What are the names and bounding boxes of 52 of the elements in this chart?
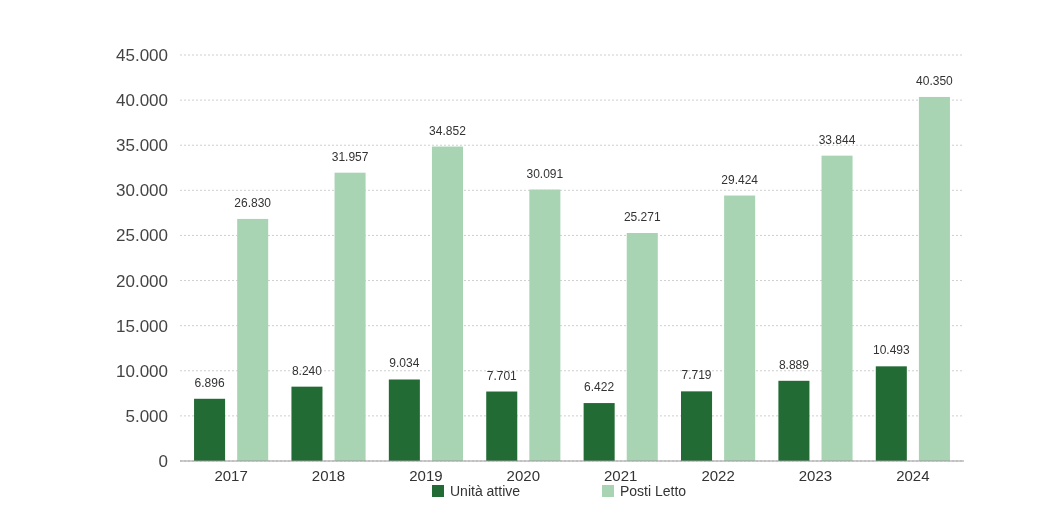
y-tick-label: 40.000 [116, 91, 168, 111]
data-label: 26.830 [234, 195, 272, 210]
data-label: 8.240 [291, 363, 323, 378]
bar [529, 189, 561, 461]
data-label: 30.091 [526, 166, 564, 181]
y-tick-label: 35.000 [116, 136, 168, 156]
bar [626, 233, 658, 461]
x-tick-label: 2018 [311, 467, 346, 484]
data-label: 7.719 [681, 368, 712, 383]
bar [918, 96, 950, 461]
x-tick-label: 2023 [798, 467, 833, 484]
bar [583, 403, 615, 461]
data-label: 10.493 [872, 343, 910, 358]
data-label: 8.889 [778, 357, 810, 372]
y-tick-label: 15.000 [116, 316, 168, 336]
legend-label: Posti Letto [620, 482, 687, 499]
x-tick-label: 2019 [409, 467, 443, 484]
bar [778, 380, 810, 461]
data-label: 33.844 [818, 132, 856, 147]
y-tick-label: 25.000 [116, 226, 168, 246]
y-tick-label: 0 [158, 451, 168, 471]
bar [388, 379, 420, 461]
data-label: 6.422 [584, 380, 615, 395]
y-tick-label: 30.000 [116, 181, 168, 201]
bar [875, 366, 907, 461]
data-label: 9.034 [389, 356, 420, 371]
bar [291, 386, 323, 461]
bar [724, 195, 756, 461]
y-tick-label: 5.000 [125, 406, 168, 426]
x-tick-label: 2021 [604, 467, 638, 484]
x-tick-label: 2017 [214, 467, 248, 484]
data-label: 25.271 [623, 210, 661, 224]
y-tick-label: 10.000 [116, 361, 168, 381]
data-label: 6.896 [194, 375, 225, 390]
bar [486, 391, 518, 461]
bar [237, 218, 269, 461]
data-label: 40.350 [916, 73, 954, 88]
x-tick-label: 2022 [701, 467, 735, 484]
data-label: 31.957 [331, 149, 369, 164]
data-label: 29.424 [721, 172, 759, 187]
y-tick-label: 45.000 [116, 45, 168, 65]
bar [681, 391, 713, 461]
bar [334, 172, 366, 461]
bar [821, 155, 853, 461]
data-label: 7.701 [486, 368, 518, 383]
legend-label: Unità attive [450, 482, 521, 499]
y-tick-label: 20.000 [116, 271, 168, 291]
x-tick-label: 2020 [506, 467, 540, 484]
bar [194, 398, 226, 461]
x-tick-label: 2024 [896, 467, 930, 484]
data-label: 34.852 [429, 123, 467, 138]
bar [431, 146, 463, 461]
